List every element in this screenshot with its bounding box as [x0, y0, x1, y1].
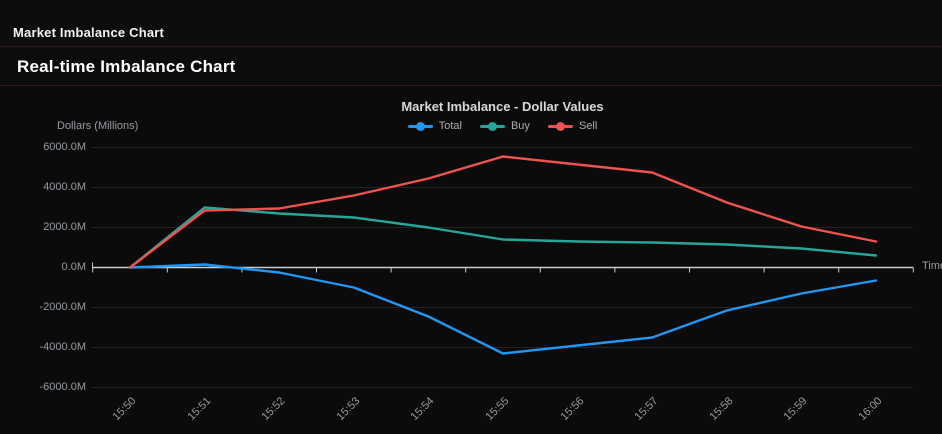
y-tick-label: -4000.0M — [39, 340, 86, 353]
y-tick-label: -2000.0M — [39, 300, 86, 313]
legend-item-buy[interactable]: Buy — [479, 120, 530, 132]
page-title: Real-time Imbalance Chart — [17, 57, 236, 76]
y-tick-label: 6000.0M — [43, 140, 86, 153]
legend-item-total[interactable]: Total — [407, 120, 462, 132]
legend-dot-icon — [415, 121, 425, 131]
legend-item-sell[interactable]: Sell — [547, 120, 598, 132]
y-axis-label: Dollars (Millions) — [57, 120, 139, 132]
app-title: Market Imbalance Chart — [13, 25, 165, 40]
legend-label: Buy — [510, 120, 530, 132]
y-tick-label: -6000.0M — [39, 380, 86, 393]
legend-label: Sell — [578, 120, 598, 132]
y-tick-label: 4000.0M — [43, 180, 86, 193]
series-line-buy — [128, 206, 878, 269]
legend-dot-icon — [555, 121, 565, 131]
chart-title: Market Imbalance - Dollar Values — [401, 99, 604, 114]
x-axis-label: Time — [922, 260, 942, 272]
series-line-total — [128, 263, 878, 355]
legend-dot-icon — [487, 121, 497, 131]
legend-marker-icon — [479, 121, 505, 131]
legend-marker-icon — [547, 121, 573, 131]
legend-label: Total — [438, 120, 462, 132]
series-line-sell — [128, 155, 878, 269]
legend-marker-icon — [407, 121, 433, 131]
y-tick-label: 2000.0M — [43, 220, 86, 233]
section-header: Real-time Imbalance Chart — [0, 47, 942, 86]
top-bar: Market Imbalance Chart — [0, 0, 942, 47]
y-tick-label: 0.0M — [61, 260, 86, 273]
chart-legend: Total Buy Sell — [92, 120, 913, 132]
